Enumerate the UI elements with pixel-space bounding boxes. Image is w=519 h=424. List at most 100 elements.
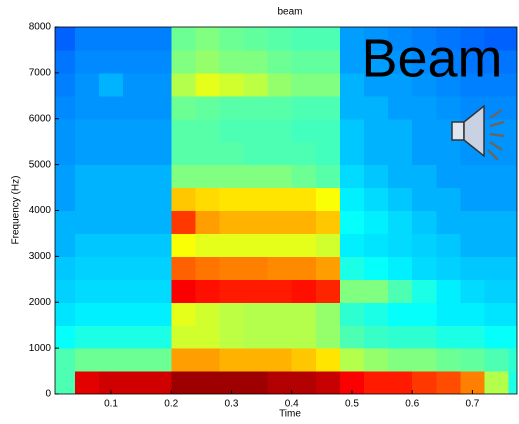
cell	[147, 325, 172, 349]
chart-title: beam	[277, 7, 302, 18]
x-tick-label: 0.5	[345, 399, 359, 410]
cell	[436, 95, 461, 120]
cell	[219, 95, 245, 120]
cell	[74, 118, 100, 143]
cell	[484, 256, 510, 280]
axes: 0.1 0.2 0.3 0.4 0.5 0.6 0.7 0 1000 2000 3000 4000 50…	[29, 22, 480, 410]
cell	[315, 118, 341, 143]
cell	[460, 325, 486, 349]
cell	[412, 348, 437, 372]
cell	[55, 72, 76, 97]
cell	[412, 371, 437, 394]
cell	[364, 164, 389, 189]
y-tick-label: 4000	[29, 205, 52, 216]
cell	[364, 27, 389, 51]
cell	[219, 371, 245, 394]
cell	[74, 187, 100, 212]
cell	[364, 279, 389, 303]
cell	[243, 27, 269, 51]
cell	[123, 49, 148, 74]
cell	[267, 348, 293, 372]
cell	[243, 210, 269, 235]
cell	[98, 164, 124, 189]
cell	[123, 233, 148, 257]
x-tick-label: 0.6	[405, 399, 419, 410]
cell	[219, 256, 245, 280]
y-tick-label: 3000	[29, 251, 52, 262]
cell	[364, 187, 389, 212]
cell	[98, 348, 124, 372]
cell	[243, 141, 269, 166]
cell	[267, 325, 293, 349]
cell	[436, 371, 461, 394]
cell	[171, 141, 196, 166]
cell	[243, 233, 269, 257]
cell	[74, 302, 100, 326]
cell	[364, 233, 389, 257]
cell	[147, 118, 172, 143]
cell	[436, 72, 461, 97]
cell	[436, 233, 461, 257]
cell	[508, 27, 517, 51]
cell	[412, 141, 437, 166]
cell	[508, 233, 517, 257]
cell	[98, 118, 124, 143]
cell	[74, 348, 100, 372]
cell	[195, 325, 221, 349]
cell	[171, 27, 196, 51]
cell	[55, 27, 76, 51]
cell	[98, 233, 124, 257]
cell	[460, 348, 486, 372]
cell	[364, 118, 389, 143]
cell	[339, 141, 365, 166]
cell	[55, 233, 76, 257]
cell	[219, 164, 245, 189]
cell	[147, 279, 172, 303]
cell	[243, 187, 269, 212]
cell	[98, 95, 124, 120]
cell	[484, 233, 510, 257]
cell	[508, 118, 517, 143]
cell	[315, 371, 341, 394]
cell	[291, 233, 317, 257]
y-tick-label: 2000	[29, 297, 52, 308]
cell	[436, 210, 461, 235]
cell	[195, 72, 221, 97]
cell	[291, 118, 317, 143]
cell	[55, 371, 76, 394]
speaker-icon[interactable]	[451, 104, 505, 161]
cell	[291, 210, 317, 235]
cell	[460, 233, 486, 257]
cell	[195, 210, 221, 235]
cell	[364, 371, 389, 394]
cell	[195, 118, 221, 143]
cell	[364, 348, 389, 372]
cell	[315, 141, 341, 166]
cell	[315, 325, 341, 349]
cell	[436, 279, 461, 303]
cell	[388, 49, 413, 74]
cell	[315, 210, 341, 235]
cell	[74, 371, 100, 394]
cell	[315, 187, 341, 212]
cell	[219, 348, 245, 372]
cell	[388, 210, 413, 235]
cell	[339, 348, 365, 372]
cell	[123, 118, 148, 143]
cell	[98, 27, 124, 51]
cell	[74, 27, 100, 51]
cell	[388, 118, 413, 143]
cell	[412, 118, 437, 143]
cell	[98, 187, 124, 212]
cell	[195, 233, 221, 257]
cell	[364, 72, 389, 97]
cell	[243, 371, 269, 394]
cell	[388, 233, 413, 257]
cell	[219, 141, 245, 166]
cell	[460, 210, 486, 235]
cell	[412, 279, 437, 303]
cell	[147, 348, 172, 372]
x-tick-label: 0.3	[225, 399, 239, 410]
y-axis-label: Frequency (Hz)	[11, 176, 22, 245]
